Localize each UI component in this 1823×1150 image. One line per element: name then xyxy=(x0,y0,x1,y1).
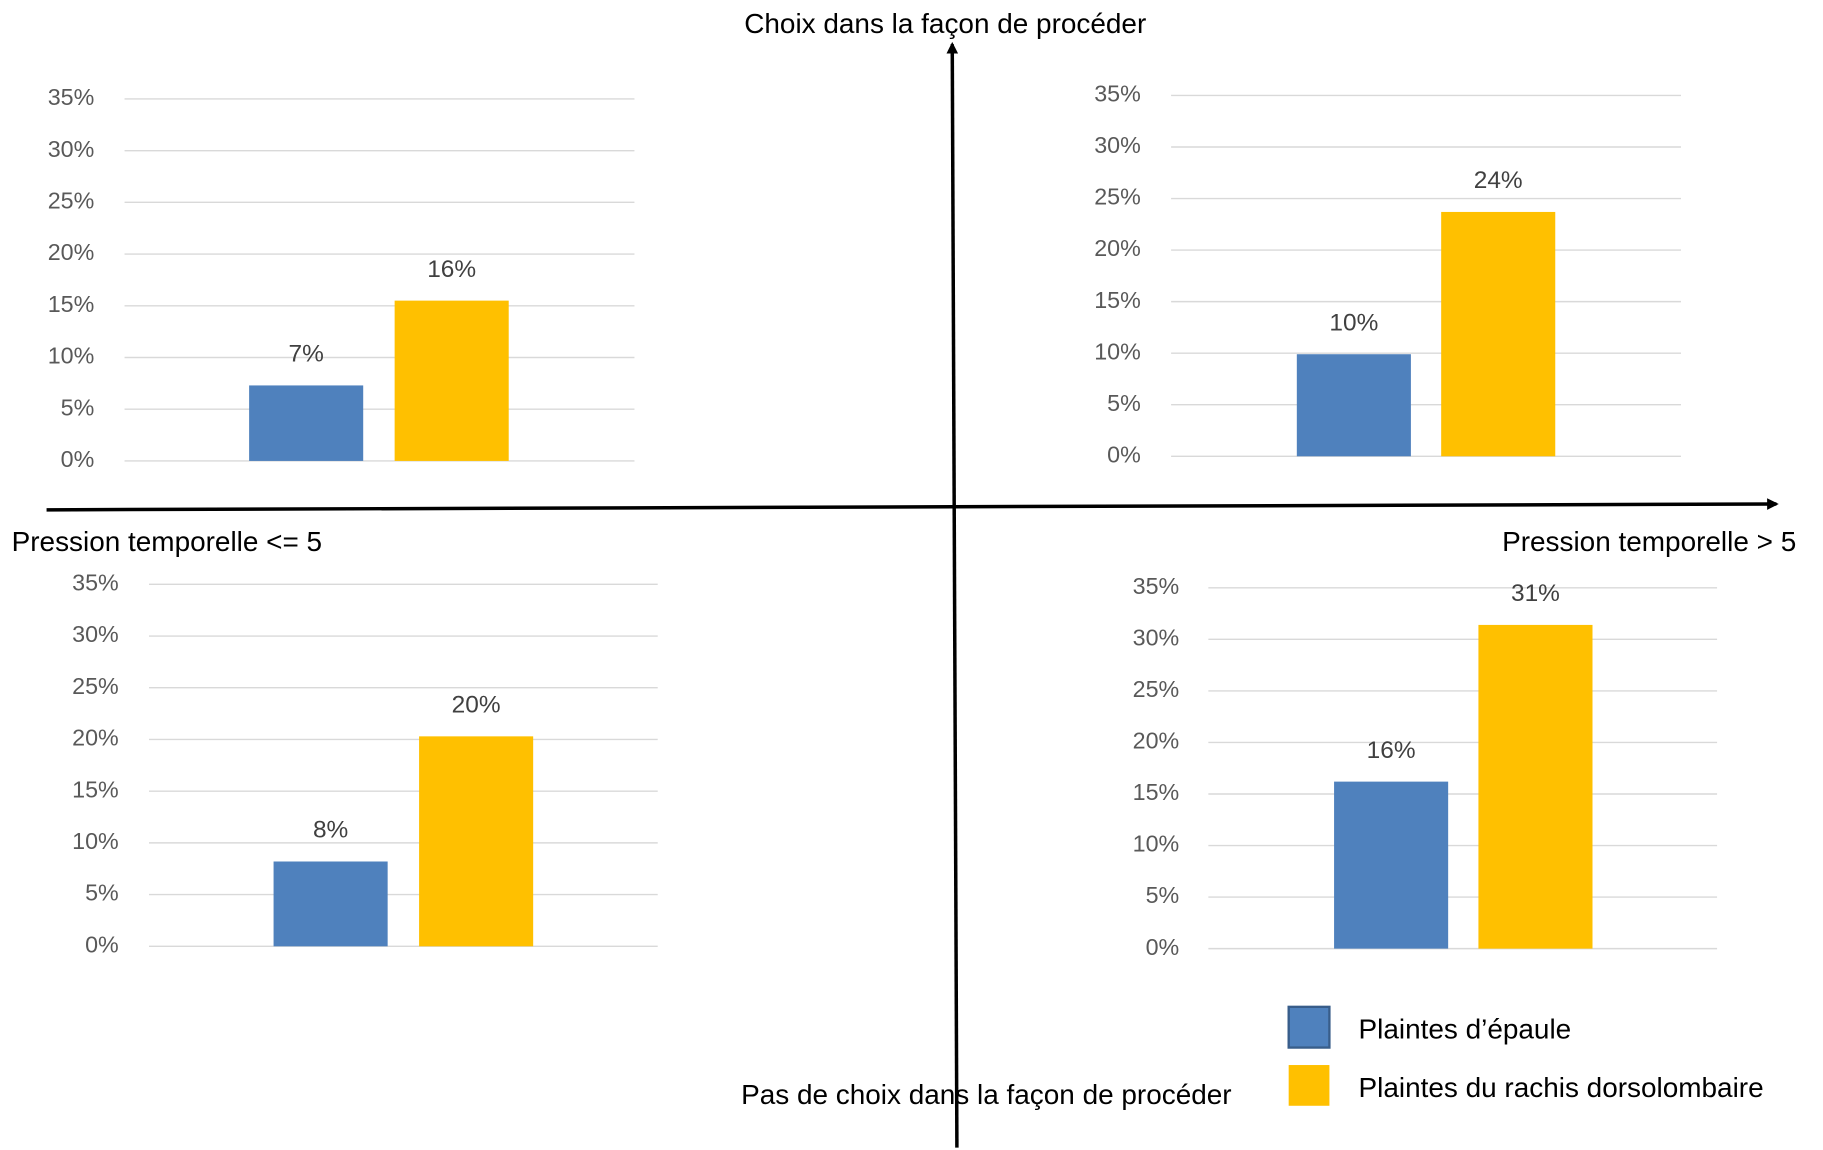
y-tick-label: 0% xyxy=(1146,934,1180,960)
bar xyxy=(1296,354,1411,457)
y-tick-label: 35% xyxy=(1133,573,1180,599)
y-tick-label: 30% xyxy=(1094,132,1141,158)
y-tick-label: 10% xyxy=(1133,831,1180,857)
bar xyxy=(1334,781,1449,949)
bar xyxy=(249,385,364,461)
y-tick-label: 30% xyxy=(1133,625,1180,651)
y-tick-label: 20% xyxy=(48,239,95,265)
bar xyxy=(419,736,534,947)
bar xyxy=(273,861,388,947)
y-tick-label: 35% xyxy=(48,84,95,110)
y-tick-label: 10% xyxy=(48,343,95,369)
y-tick-label: 30% xyxy=(48,136,95,162)
value-label: 31% xyxy=(1511,580,1560,607)
y-tick-label: 25% xyxy=(72,673,119,699)
y-tick-label: 0% xyxy=(85,931,119,957)
y-tick-label: 35% xyxy=(1094,81,1141,107)
value-label: 7% xyxy=(288,341,323,368)
legend-label: Plaintes du rachis dorsolombaire xyxy=(1359,1072,1764,1103)
y-tick-label: 15% xyxy=(1133,779,1180,805)
y-tick-label: 5% xyxy=(85,880,119,906)
y-tick-label: 20% xyxy=(1094,235,1141,261)
value-label: 24% xyxy=(1474,167,1523,194)
y-tick-label: 5% xyxy=(1146,882,1180,908)
value-label: 16% xyxy=(1367,737,1416,764)
y-tick-label: 0% xyxy=(61,446,95,472)
bar xyxy=(1441,211,1556,457)
vertical-axis xyxy=(946,41,959,1148)
y-tick-label: 25% xyxy=(48,188,95,214)
left-label: Pression temporelle <= 5 xyxy=(12,526,322,557)
y-tick-label: 15% xyxy=(1094,287,1141,313)
y-tick-label: 20% xyxy=(72,725,119,751)
bar xyxy=(394,300,509,461)
legend-label: Plaintes d’épaule xyxy=(1359,1014,1572,1045)
value-label: 16% xyxy=(427,256,476,283)
y-tick-label: 35% xyxy=(72,569,119,595)
legend-swatch xyxy=(1288,1065,1330,1106)
value-label: 10% xyxy=(1329,309,1378,336)
bar xyxy=(1478,624,1593,949)
y-tick-label: 25% xyxy=(1094,184,1141,210)
y-tick-label: 5% xyxy=(61,394,95,420)
right-label: Pression temporelle > 5 xyxy=(1502,526,1796,557)
value-label: 8% xyxy=(313,817,348,844)
value-label: 20% xyxy=(452,692,501,719)
y-tick-label: 15% xyxy=(48,291,95,317)
y-tick-label: 20% xyxy=(1133,728,1180,754)
y-tick-label: 10% xyxy=(1094,338,1141,364)
bottom-label: Pas de choix dans la façon de procéder xyxy=(741,1079,1232,1110)
y-tick-label: 25% xyxy=(1133,676,1180,702)
y-tick-label: 5% xyxy=(1107,390,1141,416)
y-tick-label: 15% xyxy=(72,776,119,802)
top-label: Choix dans la façon de procéder xyxy=(744,8,1146,39)
y-tick-label: 10% xyxy=(72,828,119,854)
horizontal-axis xyxy=(46,498,1779,512)
y-tick-label: 30% xyxy=(72,621,119,647)
y-tick-label: 0% xyxy=(1107,441,1141,467)
legend-swatch xyxy=(1287,1005,1331,1049)
